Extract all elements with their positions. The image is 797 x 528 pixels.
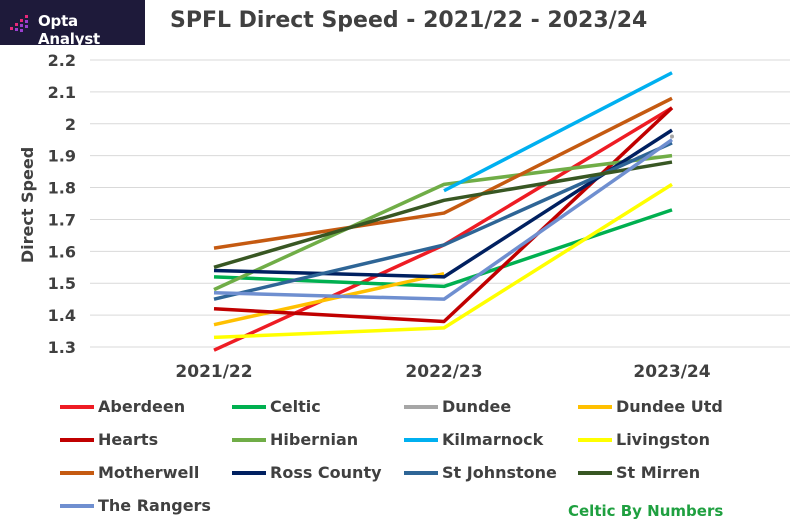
legend-label: Ross County	[270, 463, 382, 482]
legend-swatch	[404, 470, 438, 475]
legend-label: Kilmarnock	[442, 430, 544, 449]
legend-swatch	[60, 470, 94, 475]
y-tick-label: 1.6	[48, 242, 76, 261]
legend-item-kilmarnock: Kilmarnock	[404, 430, 543, 449]
x-tick-label: 2021/22	[175, 362, 252, 382]
legend-swatch	[232, 470, 266, 475]
legend-item-dundee-utd: Dundee Utd	[578, 397, 723, 416]
legend-label: St Johnstone	[442, 463, 557, 482]
legend-item-st-mirren: St Mirren	[578, 463, 700, 482]
legend-swatch	[578, 404, 612, 409]
series-line-livingston	[213, 182, 673, 340]
legend-label: Dundee Utd	[616, 397, 723, 416]
series-line-kilmarnock	[443, 71, 673, 193]
y-tick-label: 1.7	[48, 210, 76, 229]
legend-label: Dundee	[442, 397, 512, 416]
y-tick-label: 2.1	[48, 83, 76, 102]
logo-text: Opta Analyst	[38, 12, 101, 48]
y-tick-label: 1.3	[48, 338, 76, 357]
legend-item-hearts: Hearts	[60, 430, 158, 449]
gridlines	[90, 59, 790, 348]
legend-swatch	[404, 404, 438, 409]
y-tick-label: 1.9	[48, 147, 76, 166]
legend-item-dundee: Dundee	[404, 397, 511, 416]
x-tick-label: 2023/24	[633, 362, 710, 382]
legend-label: The Rangers	[98, 496, 211, 515]
series-line-st-mirren	[213, 160, 673, 269]
legend-swatch	[60, 503, 94, 508]
y-tick-label: 2	[65, 115, 76, 134]
series-line-ross-county	[213, 128, 673, 279]
legend-item-st-johnstone: St Johnstone	[404, 463, 557, 482]
legend-item-motherwell: Motherwell	[60, 463, 199, 482]
legend-label: Motherwell	[98, 463, 200, 482]
legend-swatch	[578, 470, 612, 475]
legend-item-ross-county: Ross County	[232, 463, 382, 482]
y-tick-label: 1.8	[48, 179, 76, 198]
series-line-dundee-utd	[213, 271, 445, 327]
chart-title: SPFL Direct Speed - 2021/22 - 2023/24	[170, 8, 648, 33]
x-axis-ticks: 2021/22 2022/23 2023/24	[175, 362, 710, 382]
legend-item-celtic: Celtic	[232, 397, 321, 416]
y-axis-label: Direct Speed	[18, 147, 37, 263]
series-line-hibernian	[213, 153, 673, 292]
legend-swatch	[404, 437, 438, 442]
legend-label: Aberdeen	[98, 397, 186, 416]
y-tick-label: 1.4	[48, 306, 76, 325]
legend-label: Livingston	[616, 430, 710, 449]
legend-label: Hibernian	[270, 430, 359, 449]
legend-item-hibernian: Hibernian	[232, 430, 358, 449]
series-line-the-rangers	[213, 138, 674, 301]
legend-label: Celtic	[270, 397, 321, 416]
legend-label: St Mirren	[616, 463, 701, 482]
legend-swatch	[232, 437, 266, 442]
y-tick-label: 2.2	[48, 51, 76, 70]
opta-analyst-logo: Opta Analyst	[0, 0, 145, 48]
legend-swatch	[232, 404, 266, 409]
y-tick-label: 1.5	[48, 274, 76, 293]
legend-label: Hearts	[98, 430, 159, 449]
x-tick-label: 2022/23	[405, 362, 482, 382]
opta-bars-icon	[10, 15, 28, 32]
legend-swatch	[578, 437, 612, 442]
legend-swatch	[60, 404, 94, 409]
series-line-st-johnstone	[213, 141, 673, 301]
legend-item-the-rangers: The Rangers	[60, 496, 211, 515]
series-point-dundee	[670, 134, 674, 139]
legend-swatch	[60, 437, 94, 442]
legend-item-livingston: Livingston	[578, 430, 710, 449]
series-lines	[213, 71, 674, 352]
credit-text: Celtic By Numbers	[568, 502, 724, 520]
legend-item-aberdeen: Aberdeen	[60, 397, 185, 416]
y-axis-ticks: 1.3 1.4 1.5 1.6 1.7 1.8 1.9 2 2.1 2.2	[48, 51, 76, 357]
series-line-motherwell	[213, 96, 673, 250]
